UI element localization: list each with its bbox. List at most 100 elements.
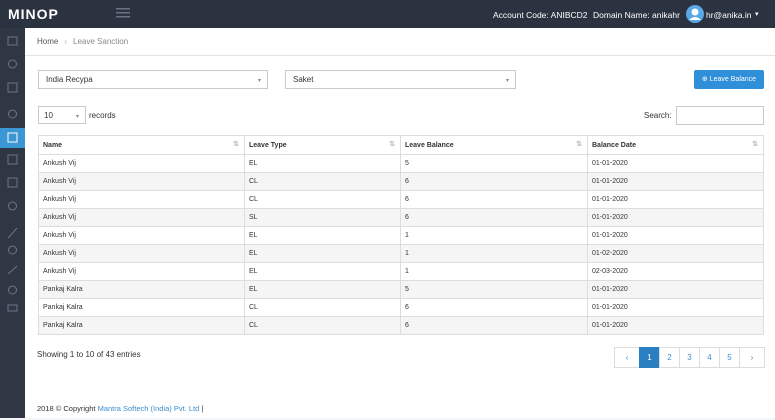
- page-button[interactable]: 3: [679, 347, 700, 368]
- table-cell: 6: [400, 172, 588, 191]
- table-cell: CL: [244, 298, 401, 317]
- sidebar-icons: [0, 36, 25, 312]
- table-row: Ankush Vij EL 1 01-01-2020: [38, 226, 764, 245]
- button-label: Leave Balance: [709, 76, 757, 83]
- search-input[interactable]: [676, 106, 764, 125]
- table-cell: EL: [244, 154, 401, 173]
- table-cell: 1: [400, 244, 588, 263]
- table-cell: Pankaj Kalra: [38, 298, 245, 317]
- column-header[interactable]: Name ⇅: [38, 135, 245, 155]
- pagination: ‹ 1 2 3 4 5 ›: [614, 347, 765, 368]
- table-info: Showing 1 to 10 of 43 entries: [37, 350, 141, 359]
- leave-table: Name ⇅ Leave Type ⇅ Leave Balance ⇅ Balance Da…: [38, 135, 764, 335]
- sort-icon: ⇅: [233, 141, 239, 148]
- table-cell: Ankush Vij: [38, 208, 245, 227]
- location-select[interactable]: Saket ▾: [285, 70, 516, 89]
- column-header[interactable]: Leave Type ⇅: [244, 135, 401, 155]
- avatar[interactable]: [686, 5, 704, 23]
- table-row: Ankush Vij EL 1 02-03-2020: [38, 262, 764, 281]
- table-cell: EL: [244, 244, 401, 263]
- table-row: Ankush Vij EL 5 01-01-2020: [38, 154, 764, 173]
- page-button[interactable]: ›: [739, 347, 765, 368]
- table-row: Pankaj Kalra EL 5 01-01-2020: [38, 280, 764, 299]
- domain-name: Domain Name: anikahr: [593, 10, 680, 20]
- company-link[interactable]: Mantra Softech (India) Pvt. Ltd: [97, 404, 200, 413]
- table-cell: 01-01-2020: [587, 298, 764, 317]
- table-row: Ankush Vij EL 1 01-02-2020: [38, 244, 764, 263]
- table-wrap: Name ⇅ Leave Type ⇅ Leave Balance ⇅ Balance Da…: [38, 135, 764, 335]
- table-cell: 1: [400, 226, 588, 245]
- page-button[interactable]: 5: [719, 347, 740, 368]
- top-bar: MINOP Account Code: ANIBCD2 Domain Name:…: [0, 0, 775, 28]
- sort-icon: ⇅: [389, 141, 395, 148]
- table-cell: Ankush Vij: [38, 190, 245, 209]
- table-cell: 5: [400, 154, 588, 173]
- divider: [25, 55, 775, 56]
- table-row: Pankaj Kalra CL 6 01-01-2020: [38, 298, 764, 317]
- menu-toggle[interactable]: [116, 8, 130, 18]
- breadcrumb-item: Leave Sanction: [73, 37, 129, 46]
- table-cell: Ankush Vij: [38, 226, 245, 245]
- table-cell: SL: [244, 208, 401, 227]
- footer: 2018 © Copyright Mantra Softech (India) …: [37, 404, 203, 413]
- table-cell: EL: [244, 226, 401, 245]
- country-select[interactable]: India Recypa ▾: [38, 70, 268, 89]
- table-cell: Ankush Vij: [38, 262, 245, 281]
- column-title: Name: [43, 141, 63, 149]
- table-cell: 02-03-2020: [587, 262, 764, 281]
- content: Home › Leave Sanction India Recypa ▾ Saket ▾…: [25, 28, 775, 418]
- separator: |: [201, 404, 204, 413]
- page-button[interactable]: ‹: [614, 347, 640, 368]
- breadcrumb: Home › Leave Sanction: [37, 37, 129, 46]
- table-cell: EL: [244, 280, 401, 299]
- sidebar: [0, 28, 25, 418]
- column-header[interactable]: Leave Balance ⇅: [400, 135, 588, 155]
- select-value: India Recypa: [46, 75, 93, 84]
- table-row: Pankaj Kalra CL 6 01-01-2020: [38, 316, 764, 335]
- table-cell: 01-01-2020: [587, 190, 764, 209]
- table-row: Ankush Vij SL 6 01-01-2020: [38, 208, 764, 227]
- table-cell: Ankush Vij: [38, 172, 245, 191]
- table-cell: Pankaj Kalra: [38, 280, 245, 299]
- column-header[interactable]: Balance Date ⇅: [587, 135, 764, 155]
- column-title: Leave Type: [249, 141, 287, 149]
- table-cell: CL: [244, 172, 401, 191]
- account-code: Account Code: ANIBCD2: [493, 10, 588, 20]
- leave-balance-button[interactable]: ⊕ Leave Balance: [694, 70, 764, 89]
- table-cell: 01-01-2020: [587, 280, 764, 299]
- table-cell: 5: [400, 280, 588, 299]
- table-cell: CL: [244, 190, 401, 209]
- select-value: 10: [44, 111, 53, 120]
- table-cell: CL: [244, 316, 401, 335]
- column-title: Leave Balance: [405, 141, 454, 149]
- table-cell: 01-01-2020: [587, 226, 764, 245]
- table-cell: 6: [400, 316, 588, 335]
- page-button[interactable]: 2: [659, 347, 680, 368]
- user-email[interactable]: hr@anika.in: [706, 10, 752, 20]
- table-cell: 01-01-2020: [587, 208, 764, 227]
- table-cell: 6: [400, 190, 588, 209]
- table-cell: Pankaj Kalra: [38, 316, 245, 335]
- table-cell: 6: [400, 208, 588, 227]
- user-caret[interactable]: ▾: [755, 11, 759, 18]
- sort-icon: ⇅: [752, 141, 758, 148]
- table-row: Ankush Vij CL 6 01-01-2020: [38, 172, 764, 191]
- records-label: records: [89, 111, 116, 120]
- table-cell: EL: [244, 262, 401, 281]
- table-cell: Ankush Vij: [38, 154, 245, 173]
- column-title: Balance Date: [592, 141, 636, 149]
- table-cell: 01-01-2020: [587, 154, 764, 173]
- table-cell: 1: [400, 262, 588, 281]
- breadcrumb-item[interactable]: Home: [37, 37, 59, 46]
- sort-icon: ⇅: [576, 141, 582, 148]
- page-length-select[interactable]: 10 ▾: [38, 106, 86, 124]
- page-button[interactable]: 4: [699, 347, 720, 368]
- logo[interactable]: MINOP: [8, 6, 59, 22]
- page-button[interactable]: 1: [639, 347, 660, 368]
- table-cell: 01-01-2020: [587, 172, 764, 191]
- table-cell: 6: [400, 298, 588, 317]
- table-cell: 01-02-2020: [587, 244, 764, 263]
- search-label: Search:: [644, 111, 672, 120]
- table-row: Ankush Vij CL 6 01-01-2020: [38, 190, 764, 209]
